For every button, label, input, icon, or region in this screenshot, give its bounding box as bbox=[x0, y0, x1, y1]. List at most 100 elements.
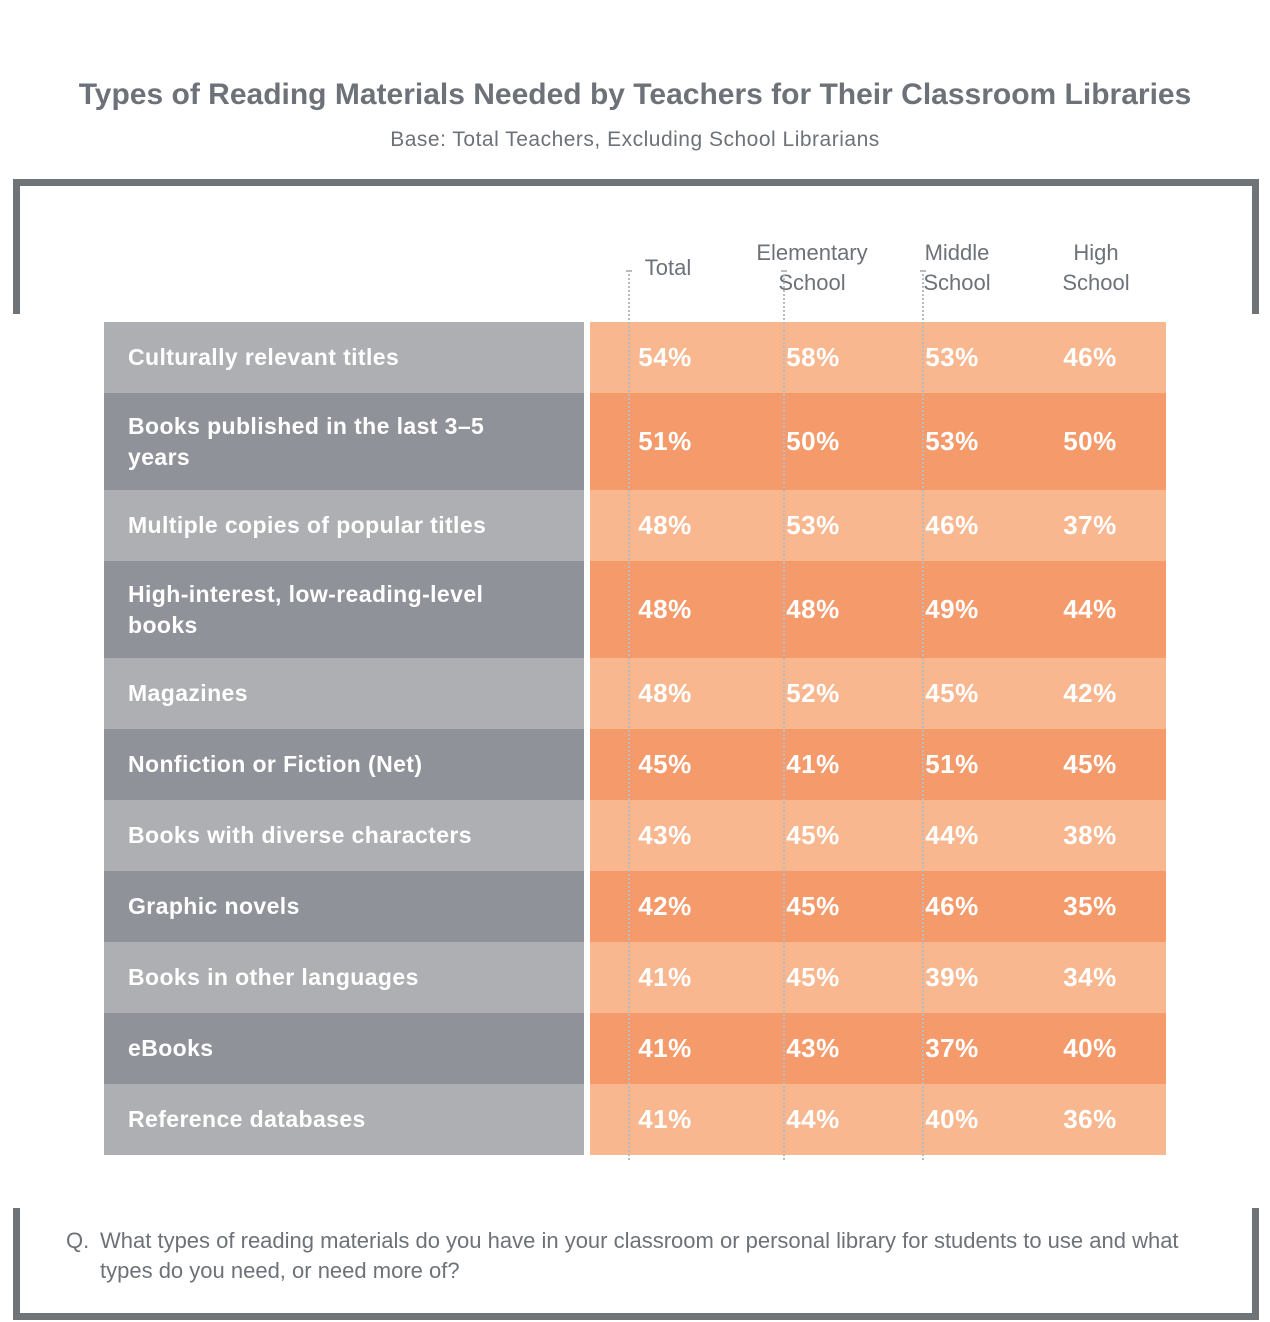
row-divider bbox=[584, 942, 590, 1013]
column-header-line: Total bbox=[644, 255, 692, 280]
value-cell: 43% bbox=[638, 820, 692, 850]
value-cell: 46% bbox=[925, 510, 979, 540]
value-cell: 44% bbox=[1063, 594, 1117, 624]
question-text: What types of reading materials do you h… bbox=[100, 1228, 1179, 1283]
column-divider bbox=[628, 270, 630, 1160]
table-row: High-interest, low-reading-level books 48… bbox=[104, 561, 1166, 658]
value-cell: 41% bbox=[638, 1104, 692, 1134]
value-cell: 41% bbox=[638, 1033, 692, 1063]
column-header: High School bbox=[1021, 238, 1171, 298]
row-values: 41% 45% 39% 34% bbox=[590, 942, 1166, 1013]
column-header-line: School bbox=[1062, 270, 1130, 295]
row-divider bbox=[584, 800, 590, 871]
table-row: Reference databases 41% 44% 40% 36% bbox=[104, 1084, 1166, 1155]
value-cell: 53% bbox=[925, 342, 979, 372]
row-values: 48% 48% 49% 44% bbox=[590, 561, 1166, 658]
row-divider bbox=[584, 490, 590, 561]
row-divider bbox=[584, 561, 590, 658]
frame-bottom bbox=[13, 1208, 1259, 1320]
value-cell: 46% bbox=[925, 891, 979, 921]
row-values: 45% 41% 51% 45% bbox=[590, 729, 1166, 800]
value-cell: 37% bbox=[925, 1033, 979, 1063]
row-values: 54% 58% 53% 46% bbox=[590, 322, 1166, 393]
value-cell: 36% bbox=[1063, 1104, 1117, 1134]
row-divider bbox=[584, 322, 590, 393]
value-cell: 42% bbox=[1063, 678, 1117, 708]
value-cell: 50% bbox=[1063, 426, 1117, 456]
value-cell: 45% bbox=[786, 891, 840, 921]
value-cell: 48% bbox=[638, 510, 692, 540]
value-cell: 40% bbox=[1063, 1033, 1117, 1063]
data-table: Culturally relevant titles 54% 58% 53% 46% Bo… bbox=[104, 322, 1166, 1160]
value-cell: 38% bbox=[1063, 820, 1117, 850]
value-cell: 45% bbox=[638, 749, 692, 779]
column-header: Middle School bbox=[882, 238, 1032, 298]
value-cell: 40% bbox=[925, 1104, 979, 1134]
row-divider bbox=[584, 871, 590, 942]
value-cell: 41% bbox=[786, 749, 840, 779]
row-values: 51% 50% 53% 50% bbox=[590, 393, 1166, 490]
question-prefix: Q. bbox=[66, 1228, 90, 1253]
survey-question: Q. What types of reading materials do yo… bbox=[66, 1226, 1216, 1286]
value-cell: 41% bbox=[638, 962, 692, 992]
row-divider bbox=[584, 658, 590, 729]
column-divider bbox=[922, 270, 924, 1160]
row-label: Magazines bbox=[104, 658, 584, 729]
row-values: 43% 45% 44% 38% bbox=[590, 800, 1166, 871]
row-label: eBooks bbox=[104, 1013, 584, 1084]
chart-title: Types of Reading Materials Needed by Tea… bbox=[78, 78, 1192, 111]
value-cell: 45% bbox=[1063, 749, 1117, 779]
column-header: Total bbox=[593, 253, 743, 283]
column-divider bbox=[783, 270, 785, 1160]
value-cell: 42% bbox=[638, 891, 692, 921]
value-cell: 44% bbox=[786, 1104, 840, 1134]
row-divider bbox=[584, 1013, 590, 1084]
table-row: Books in other languages 41% 45% 39% 34% bbox=[104, 942, 1166, 1013]
row-label: Nonfiction or Fiction (Net) bbox=[104, 729, 584, 800]
value-cell: 34% bbox=[1063, 962, 1117, 992]
table-row: Books published in the last 3–5 years 51%… bbox=[104, 393, 1166, 490]
column-divider-tick bbox=[920, 270, 926, 272]
row-divider bbox=[584, 393, 590, 490]
row-label: High-interest, low-reading-level books bbox=[104, 561, 584, 658]
value-cell: 48% bbox=[638, 678, 692, 708]
column-header-line: School bbox=[923, 270, 991, 295]
row-values: 48% 52% 45% 42% bbox=[590, 658, 1166, 729]
row-divider bbox=[584, 1084, 590, 1155]
table-row: Culturally relevant titles 54% 58% 53% 46% bbox=[104, 322, 1166, 393]
row-values: 42% 45% 46% 35% bbox=[590, 871, 1166, 942]
value-cell: 58% bbox=[786, 342, 840, 372]
value-cell: 51% bbox=[638, 426, 692, 456]
row-label: Books published in the last 3–5 years bbox=[104, 393, 584, 490]
row-values: 41% 43% 37% 40% bbox=[590, 1013, 1166, 1084]
value-cell: 54% bbox=[638, 342, 692, 372]
column-header: Elementary School bbox=[737, 238, 887, 298]
row-label: Multiple copies of popular titles bbox=[104, 490, 584, 561]
table-row: Nonfiction or Fiction (Net) 45% 41% 51% 45% bbox=[104, 729, 1166, 800]
column-header-line: Middle bbox=[924, 240, 990, 265]
value-cell: 37% bbox=[1063, 510, 1117, 540]
row-label: Books in other languages bbox=[104, 942, 584, 1013]
table-row: Graphic novels 42% 45% 46% 35% bbox=[104, 871, 1166, 942]
column-header-line: School bbox=[778, 270, 846, 295]
table-row: Multiple copies of popular titles 48% 53% 4… bbox=[104, 490, 1166, 561]
column-divider-tick bbox=[626, 270, 632, 272]
row-values: 41% 44% 40% 36% bbox=[590, 1084, 1166, 1155]
row-label: Reference databases bbox=[104, 1084, 584, 1155]
row-label: Books with diverse characters bbox=[104, 800, 584, 871]
row-divider bbox=[584, 729, 590, 800]
frame-top bbox=[13, 179, 1259, 314]
value-cell: 45% bbox=[786, 820, 840, 850]
value-cell: 49% bbox=[925, 594, 979, 624]
table-row: eBooks 41% 43% 37% 40% bbox=[104, 1013, 1166, 1084]
value-cell: 53% bbox=[925, 426, 979, 456]
value-cell: 51% bbox=[925, 749, 979, 779]
value-cell: 45% bbox=[925, 678, 979, 708]
value-cell: 48% bbox=[786, 594, 840, 624]
value-cell: 46% bbox=[1063, 342, 1117, 372]
row-values: 48% 53% 46% 37% bbox=[590, 490, 1166, 561]
value-cell: 39% bbox=[925, 962, 979, 992]
value-cell: 44% bbox=[925, 820, 979, 850]
chart-subtitle: Base: Total Teachers, Excluding School L… bbox=[390, 128, 880, 151]
column-header-line: High bbox=[1073, 240, 1119, 265]
